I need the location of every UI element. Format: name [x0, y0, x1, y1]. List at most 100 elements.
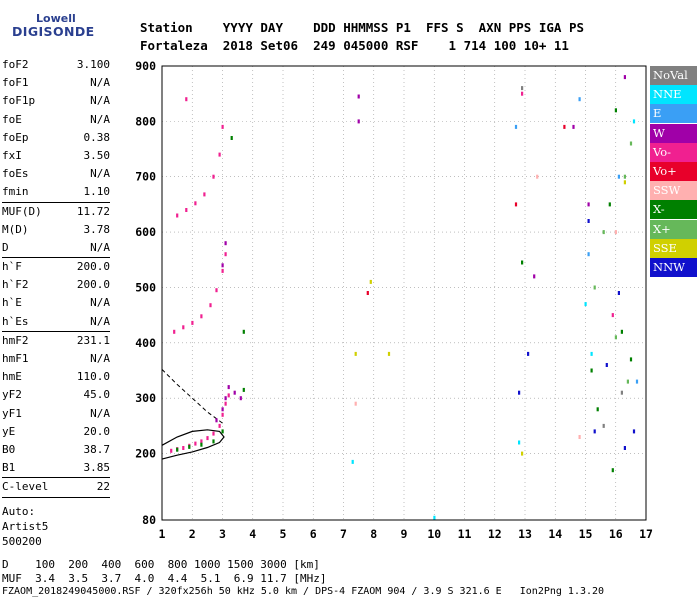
data-point	[188, 444, 191, 449]
data-point	[227, 393, 230, 398]
param-value: 0.38	[83, 130, 111, 144]
x-tick-label: 6	[310, 527, 317, 541]
param-value: 3.50	[83, 148, 111, 162]
header-line-1: Station YYYY DAY DDD HHMMSS P1 FFS S AXN…	[140, 20, 585, 35]
x-tick-label: 14	[548, 527, 562, 541]
data-point	[629, 357, 633, 362]
data-point	[191, 320, 194, 325]
x-tick-label: 1	[159, 527, 166, 541]
param-value: N/A	[90, 406, 110, 420]
data-point	[578, 97, 581, 102]
data-point	[602, 423, 605, 428]
param-label: B0	[2, 442, 16, 456]
data-point	[596, 407, 599, 412]
data-point	[587, 252, 590, 257]
param-row: D N/A	[2, 239, 110, 257]
data-point	[224, 241, 227, 246]
data-point	[242, 329, 245, 334]
param-row: h`F 200.0	[2, 258, 110, 276]
param-value: N/A	[90, 76, 110, 90]
data-point	[233, 390, 236, 395]
data-point	[614, 108, 617, 113]
legend-item: NNW	[650, 257, 697, 277]
param-row: yF1 N/A	[2, 405, 110, 423]
param-label: hmF2	[2, 333, 29, 347]
param-row: fxI 3.50	[2, 147, 110, 165]
data-point	[521, 86, 524, 91]
data-point	[611, 313, 614, 318]
param-label: h`F	[2, 260, 22, 274]
data-point	[221, 263, 224, 268]
param-value: 3.78	[83, 222, 111, 236]
x-tick-label: 9	[401, 527, 408, 541]
data-point	[212, 431, 215, 436]
param-value: 3.100	[76, 58, 110, 71]
data-point	[593, 429, 596, 434]
divider	[2, 201, 110, 203]
data-point	[536, 174, 539, 179]
legend-item: X+	[650, 219, 697, 239]
data-point	[221, 412, 224, 417]
data-point	[626, 379, 629, 384]
data-point	[224, 252, 227, 257]
data-point	[221, 268, 224, 273]
data-point	[366, 291, 369, 295]
legend: NoVal NNE E W Vo- Vo+ SSW X- X+ SSE NNW	[650, 66, 697, 277]
data-point	[387, 351, 391, 356]
data-point	[185, 208, 188, 212]
x-tick-label: 17	[639, 527, 653, 541]
data-point	[623, 446, 626, 450]
param-label: foF1	[2, 76, 29, 90]
data-point	[623, 75, 626, 80]
param-row: h`F2 200.0	[2, 276, 110, 294]
data-point	[514, 124, 518, 129]
param-value: 200.0	[76, 260, 110, 274]
data-point	[230, 136, 233, 140]
param-value: N/A	[90, 167, 110, 181]
x-tick-label: 4	[249, 527, 256, 541]
param-label: h`E	[2, 296, 22, 310]
param-value: 3.85	[83, 461, 111, 475]
param-label: foEs	[2, 167, 29, 181]
param-label: fmin	[2, 185, 29, 199]
autoscaling-version: 500200	[2, 534, 42, 548]
data-point	[221, 429, 224, 434]
y-tick-label: 800	[135, 114, 156, 128]
param-value: N/A	[90, 112, 110, 126]
divider	[2, 496, 110, 498]
data-point	[357, 94, 360, 99]
param-label: yF2	[2, 388, 22, 402]
data-point	[584, 302, 587, 307]
param-label: h`F2	[2, 278, 29, 292]
param-value: N/A	[90, 296, 110, 310]
param-row: fmin 1.10	[2, 183, 110, 201]
divider	[2, 477, 110, 479]
data-point	[200, 442, 203, 447]
data-point	[212, 174, 215, 179]
x-tick-label: 8	[370, 527, 377, 541]
data-point	[614, 230, 617, 235]
param-group-f2: foF2 3.100 foF1 N/A foF1p N/A foE N/A foEp 0.…	[2, 56, 110, 202]
data-point	[215, 418, 218, 423]
data-point	[608, 202, 611, 207]
param-label: fxI	[2, 148, 22, 162]
data-point	[218, 152, 221, 157]
param-value: N/A	[90, 240, 110, 254]
param-label: MUF(D)	[2, 204, 42, 218]
data-point	[623, 180, 626, 185]
param-row-c-level: C-level 22	[2, 478, 110, 496]
data-point	[620, 329, 623, 334]
data-point	[433, 515, 436, 520]
header-line-2: Fortaleza 2018 Set06 249 045000 RSF 1 71…	[140, 38, 569, 53]
divider	[2, 257, 110, 259]
param-value: 1.10	[83, 185, 111, 199]
y-tick-label: 80	[142, 513, 156, 527]
footer-file-info: FZAOM_2018249045000.RSF / 320fx256h 50 k…	[2, 586, 605, 597]
param-row: hmF2 231.1	[2, 332, 110, 350]
data-point	[572, 124, 575, 129]
data-point	[605, 363, 608, 367]
param-value: 200.0	[76, 278, 110, 292]
param-group-virtual-heights: h`F 200.0 h`F2 200.0 h`E N/A h`Es N/A	[2, 258, 110, 331]
dashed-curve	[161, 369, 223, 424]
data-point	[521, 91, 524, 96]
